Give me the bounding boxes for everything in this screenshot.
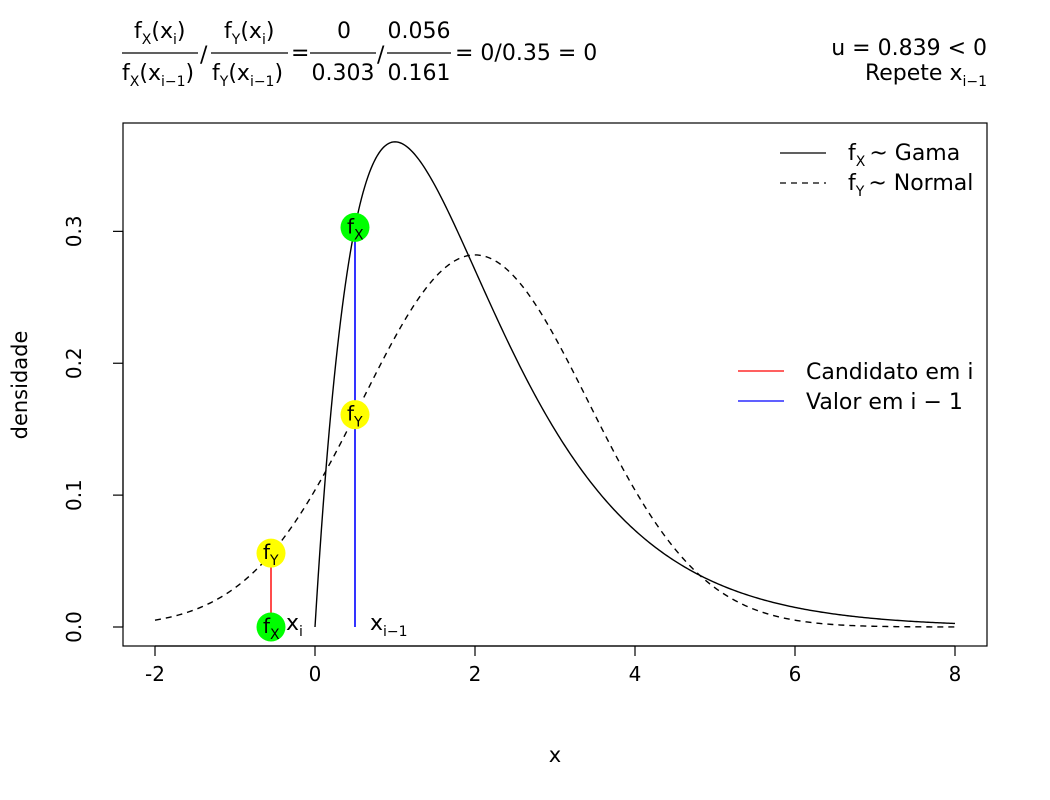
marker-fx-0: fX bbox=[256, 612, 286, 643]
legend-previous-label: Valor em i − 1 bbox=[806, 390, 963, 415]
y-tick-label: 0.0 bbox=[62, 611, 86, 643]
formula-den2-value: 0.161 bbox=[388, 61, 451, 86]
y-tick-label: 0.2 bbox=[62, 347, 86, 379]
formula-slash1: / bbox=[200, 43, 208, 68]
series-normal-line bbox=[154, 254, 955, 628]
marker-circle bbox=[340, 400, 370, 430]
x-tick-label: 2 bbox=[469, 662, 482, 686]
annotation-repeat: Repete xi−1 bbox=[865, 61, 987, 90]
x-axis-label: x bbox=[549, 743, 561, 767]
x-axis: -2 0 2 4 6 8 bbox=[145, 645, 962, 686]
marker-circle bbox=[256, 612, 286, 642]
legend-normal-label: fY ~ Normal bbox=[848, 171, 973, 200]
density-curves bbox=[154, 141, 956, 628]
marker-fy-1: fY bbox=[256, 538, 286, 569]
x-tick-label: 0 bbox=[309, 662, 322, 686]
marker-fx-2: fX bbox=[340, 212, 370, 243]
formula-slash2: / bbox=[377, 43, 385, 68]
y-axis-label: densidade bbox=[8, 331, 32, 440]
y-tick-label: 0.1 bbox=[62, 479, 86, 511]
legend-distributions: fX ~ Gama fY ~ Normal bbox=[780, 141, 973, 200]
previous-x-label: xi−1 bbox=[370, 611, 408, 640]
formula-den1: fX(xi−1) bbox=[122, 61, 194, 90]
formula-num-value: 0 bbox=[337, 19, 351, 44]
value-lines bbox=[270, 227, 356, 627]
y-tick-label: 0.3 bbox=[62, 215, 86, 247]
marker-label: fY bbox=[347, 402, 363, 431]
x-tick-label: -2 bbox=[145, 662, 165, 686]
formula-den-value: 0.303 bbox=[312, 61, 375, 86]
formula-den2: fY(xi−1) bbox=[212, 61, 283, 90]
annotation-u-value: u = 0.839 < 0 bbox=[831, 36, 987, 61]
marker-circle bbox=[256, 538, 286, 568]
marker-label: fX bbox=[263, 614, 280, 643]
marker-fy-3: fY bbox=[340, 400, 370, 431]
marker-label: fX bbox=[347, 214, 364, 243]
formula-equals1: = bbox=[291, 41, 309, 66]
candidate-x-label: xi bbox=[286, 611, 303, 640]
legend-gama-label: fX ~ Gama bbox=[848, 141, 960, 170]
formula-num2: fY(xi) bbox=[224, 19, 274, 48]
x-tick-label: 4 bbox=[629, 662, 642, 686]
y-axis: 0.0 0.1 0.2 0.3 bbox=[62, 215, 124, 643]
series-gama-line bbox=[314, 141, 956, 628]
acceptance-ratio-formula: fX(xi) fX(xi−1) / fY(xi) fY(xi−1) = 0 0.… bbox=[122, 19, 597, 90]
x-tick-label: 8 bbox=[949, 662, 962, 686]
density-markers: fX fY fX fY bbox=[256, 212, 370, 643]
marker-circle bbox=[340, 212, 370, 242]
marker-label: fY bbox=[263, 540, 279, 569]
legend-candidate-label: Candidato em i bbox=[806, 360, 973, 385]
formula-num1: fX(xi) bbox=[134, 19, 185, 48]
formula-num2-value: 0.056 bbox=[388, 19, 451, 44]
legend-lines: Candidato em i Valor em i − 1 bbox=[738, 360, 973, 415]
x-tick-label: 6 bbox=[789, 662, 802, 686]
formula-result: = 0/0.35 = 0 bbox=[455, 41, 597, 66]
